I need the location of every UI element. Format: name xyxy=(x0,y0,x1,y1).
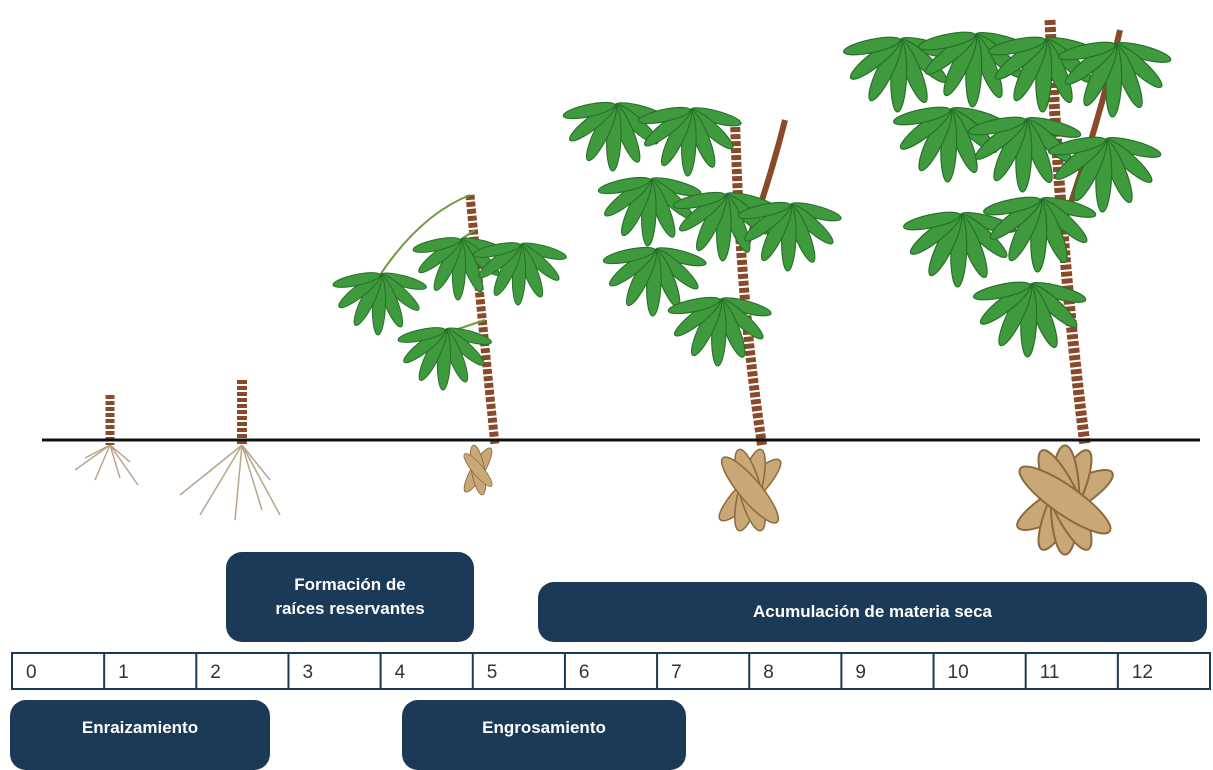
phase-pill: Enraizamiento xyxy=(10,700,270,770)
timeline-label: 11 xyxy=(1040,662,1060,683)
phase-pill: Formación de raíces reservantes xyxy=(226,552,474,642)
phase-pill: Engrosamiento xyxy=(402,700,686,770)
timeline-label: 12 xyxy=(1132,662,1153,683)
phase-pill: Acumulación de materia seca xyxy=(538,582,1207,642)
timeline-label: 0 xyxy=(26,662,37,683)
timeline-label: 10 xyxy=(948,662,969,683)
plants xyxy=(74,19,1173,557)
timeline-label: 1 xyxy=(118,662,129,683)
timeline-label: 7 xyxy=(671,662,682,683)
timeline-label: 2 xyxy=(210,662,221,683)
timeline-label: 6 xyxy=(579,662,590,683)
timeline-label: 9 xyxy=(855,662,866,683)
timeline-frame xyxy=(11,652,1211,690)
timeline: 0 1 2 3 4 5 6 7 8 9 10 11 12 xyxy=(11,652,1211,690)
timeline-label: 5 xyxy=(487,662,498,683)
timeline-label: 8 xyxy=(763,662,774,683)
timeline-label: 4 xyxy=(395,662,406,683)
timeline-label: 3 xyxy=(302,662,313,683)
